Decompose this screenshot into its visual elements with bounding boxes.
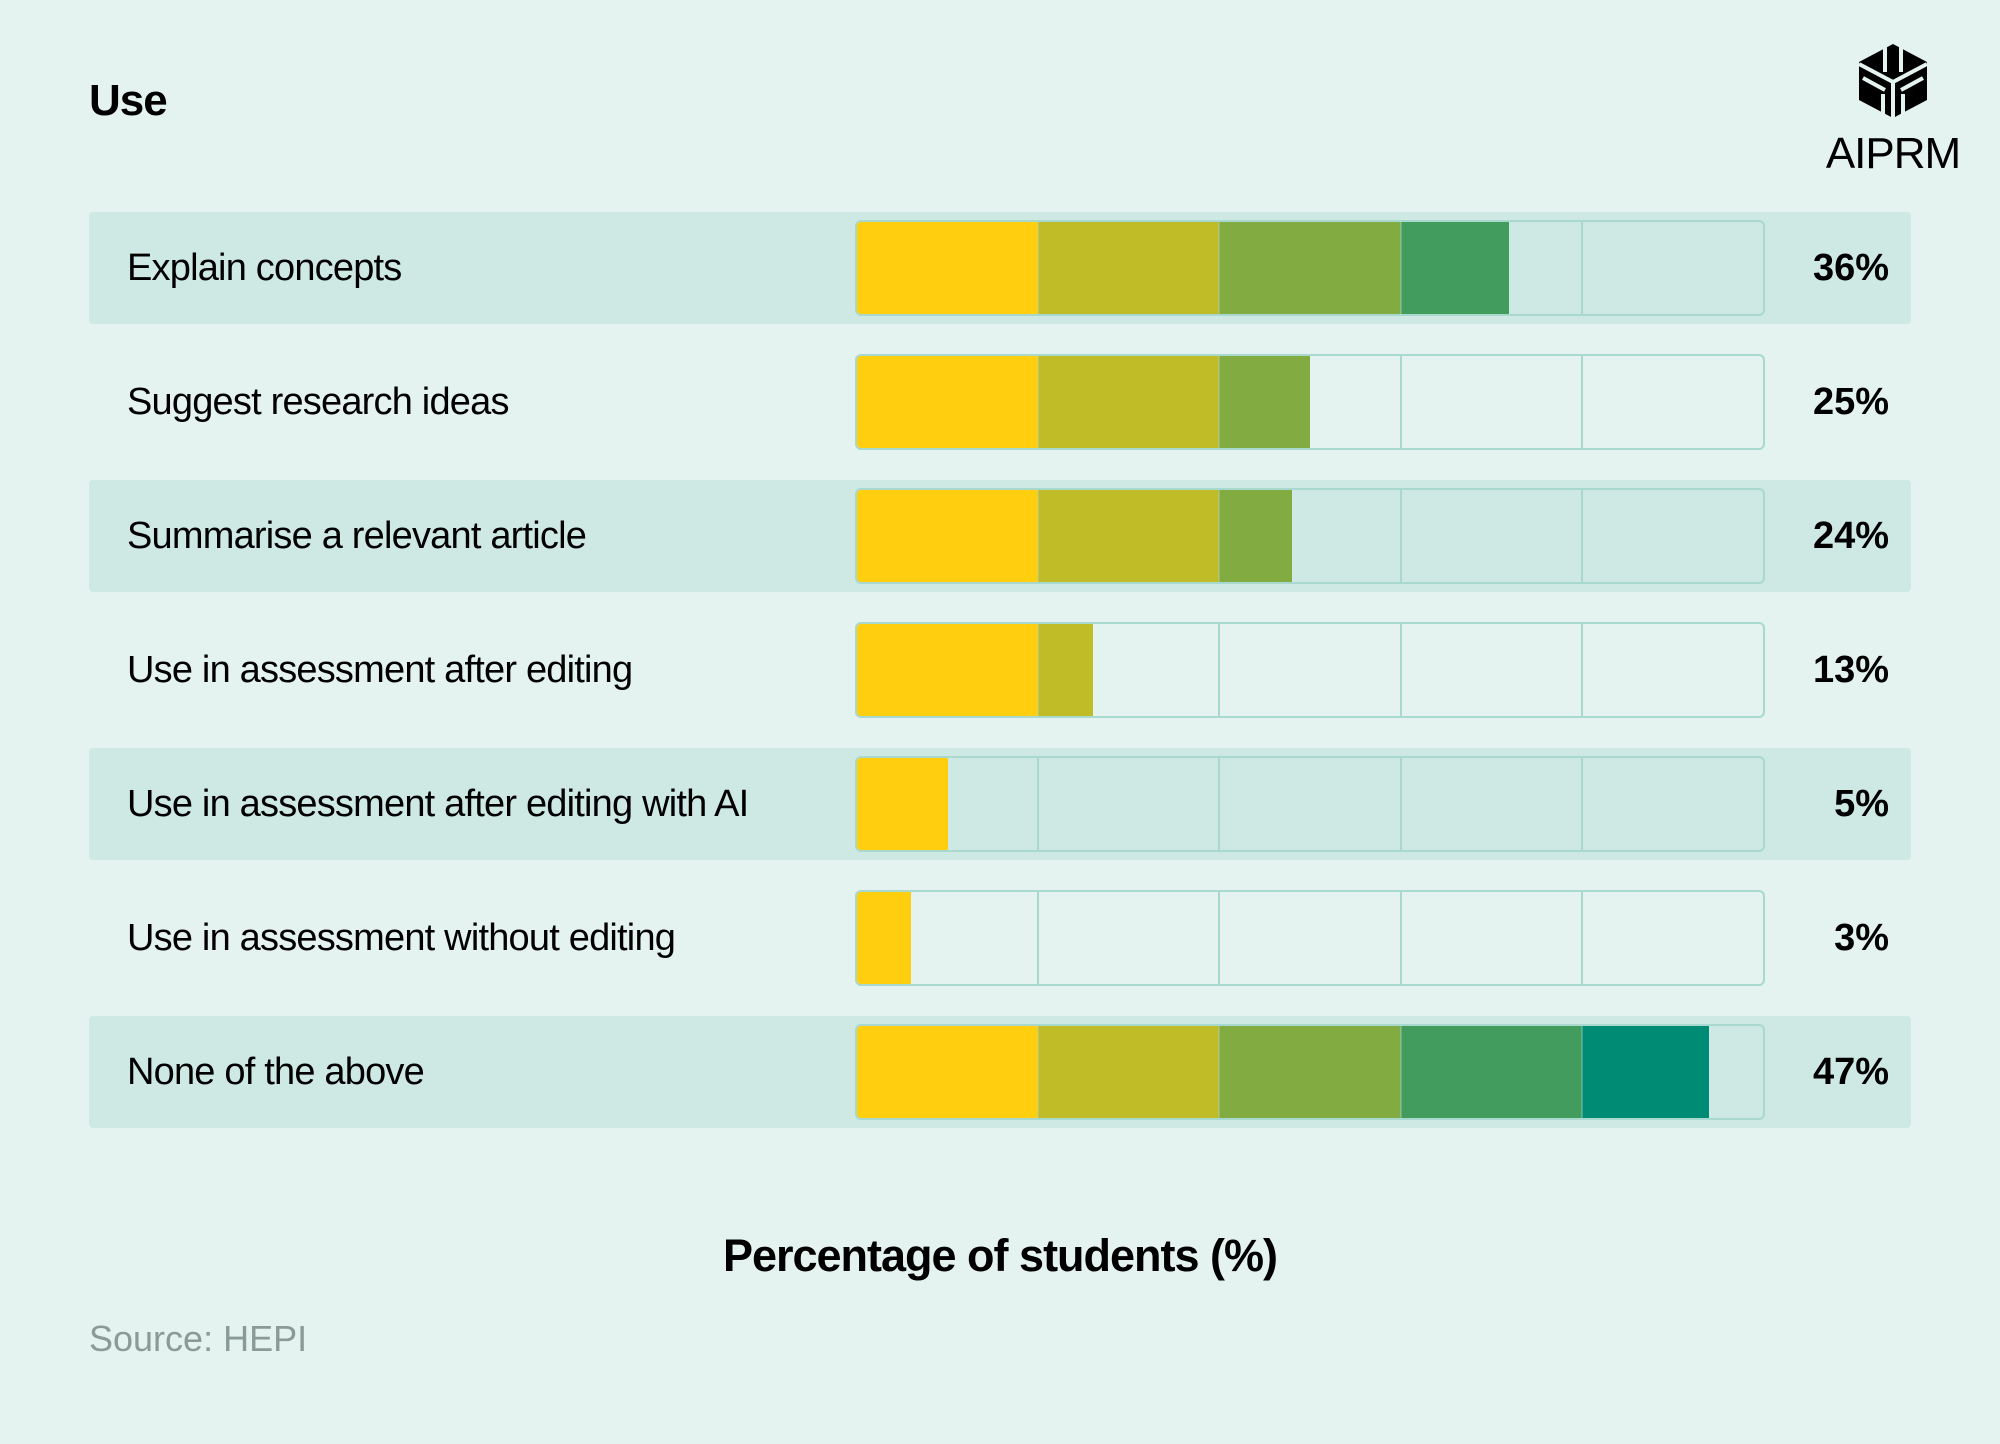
bar-segment (857, 356, 1039, 448)
bar-segment (1038, 356, 1220, 448)
gridline (1580, 758, 1583, 850)
bar-segment (857, 1026, 1039, 1118)
value-label: 36% (1812, 247, 1889, 289)
gridline (1037, 1026, 1040, 1118)
aiprm-logo-icon (1858, 44, 1928, 120)
gridline (1037, 624, 1040, 716)
bar-segment (1038, 624, 1093, 716)
bar-track (855, 220, 1765, 316)
bar-segment (857, 490, 1039, 582)
gridline (1218, 356, 1221, 448)
bar-segment (1219, 356, 1310, 448)
value-label: 24% (1812, 515, 1889, 557)
bar-track (855, 1024, 1765, 1120)
gridline (1580, 490, 1583, 582)
gridline (1399, 758, 1402, 850)
value-label: 3% (1834, 917, 1889, 959)
bar-segment (1400, 222, 1510, 314)
x-axis-label: Percentage of students (%) (722, 1230, 1278, 1281)
bar-row: None of the above 47% (89, 1016, 1911, 1128)
bar-row: Use in assessment without editing 3% (89, 882, 1911, 994)
category-label: Use in assessment without editing (127, 917, 676, 959)
gridline (1399, 490, 1402, 582)
gridline (1218, 1026, 1221, 1118)
gridline (1218, 490, 1221, 582)
bar-segment (857, 758, 948, 850)
gridline (1399, 1026, 1402, 1118)
category-label: Suggest research ideas (127, 381, 509, 423)
bar-row: Suggest research ideas 25% (89, 346, 1911, 458)
gridline (1580, 356, 1583, 448)
gridline (1580, 1026, 1583, 1118)
category-label: Summarise a relevant article (127, 515, 587, 557)
bar-track (855, 622, 1765, 718)
bar-segment (857, 892, 912, 984)
gridline (1399, 892, 1402, 984)
bar-segment (1038, 1026, 1220, 1118)
bar-row: Use in assessment after editing 13% (89, 614, 1911, 726)
bar-segment (1219, 1026, 1401, 1118)
value-label: 47% (1812, 1051, 1889, 1093)
gridline (1580, 892, 1583, 984)
aiprm-logo: AIPRM (1818, 42, 1968, 179)
bar-segment (1038, 222, 1220, 314)
category-label: Use in assessment after editing (127, 649, 633, 691)
bar-track (855, 756, 1765, 852)
bar-segment (1581, 1026, 1709, 1118)
bar-segment (1219, 490, 1292, 582)
bar-segment (1038, 490, 1220, 582)
gridline (1037, 356, 1040, 448)
bar-segment (857, 624, 1039, 716)
bar-track (855, 890, 1765, 986)
chart-title: Use (89, 76, 168, 125)
bar-row: Summarise a relevant article 24% (89, 480, 1911, 592)
bar-segment (1400, 1026, 1582, 1118)
gridline (1580, 222, 1583, 314)
bar-segment (1219, 222, 1401, 314)
bar-row: Use in assessment after editing with AI … (89, 748, 1911, 860)
gridline (1218, 758, 1221, 850)
gridline (1580, 624, 1583, 716)
gridline (1218, 222, 1221, 314)
bar-track (855, 354, 1765, 450)
gridline (1037, 490, 1040, 582)
gridline (1037, 892, 1040, 984)
gridline (1399, 356, 1402, 448)
gridline (1399, 222, 1402, 314)
gridline (1399, 624, 1402, 716)
gridline (1037, 758, 1040, 850)
bar-track (855, 488, 1765, 584)
category-label: Explain concepts (127, 247, 402, 289)
value-label: 13% (1812, 649, 1889, 691)
gridline (1218, 892, 1221, 984)
value-label: 25% (1812, 381, 1889, 423)
logo-text: AIPRM (1825, 129, 1961, 178)
source-note: Source: HEPI (89, 1318, 308, 1359)
category-label: Use in assessment after editing with AI (127, 783, 749, 825)
bar-segment (857, 222, 1039, 314)
value-label: 5% (1834, 783, 1889, 825)
gridline (1218, 624, 1221, 716)
gridline (1037, 222, 1040, 314)
bar-row: Explain concepts 36% (89, 212, 1911, 324)
category-label: None of the above (127, 1051, 425, 1093)
